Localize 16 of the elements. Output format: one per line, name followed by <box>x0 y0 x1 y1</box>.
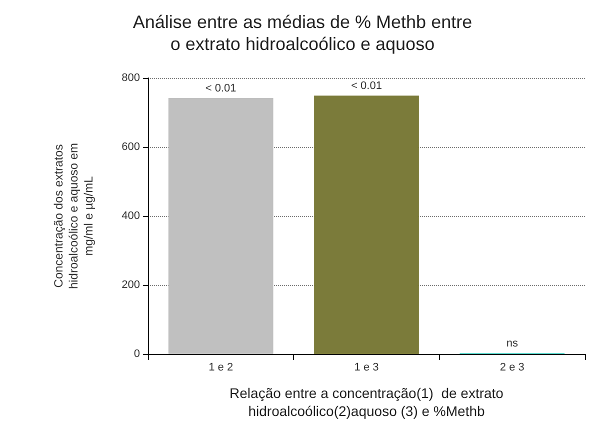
x-tick-label: 1 e 3 <box>354 362 379 374</box>
y-tick-label: 600 <box>122 141 140 153</box>
annotation: < 0.01 <box>351 80 382 92</box>
x-tick-label: 1 e 2 <box>208 362 234 374</box>
y-axis-title: Concentração dos extratos hidroalcoólico e aquoso em mg/ml e µg/mL <box>52 142 96 290</box>
y-tick-label: 400 <box>122 210 140 222</box>
bar <box>168 98 274 354</box>
y-tick-label: 200 <box>122 279 140 291</box>
annotation: ns <box>506 337 518 350</box>
chart-title: Análise entre as médias de % Methb entre o extrato hidroalcoólico e aquoso <box>132 12 472 54</box>
y-tick-label: 800 <box>122 72 140 84</box>
annotation: < 0.01 <box>205 82 236 95</box>
y-tick-label: 0 <box>134 348 140 360</box>
x-axis-title: Relação entre a concentração(1) de extrato hidroalcoólico(2)aquoso (3) e %Methb <box>230 385 504 419</box>
bar <box>314 96 419 354</box>
x-tick-label: 2 e 3 <box>500 362 524 374</box>
